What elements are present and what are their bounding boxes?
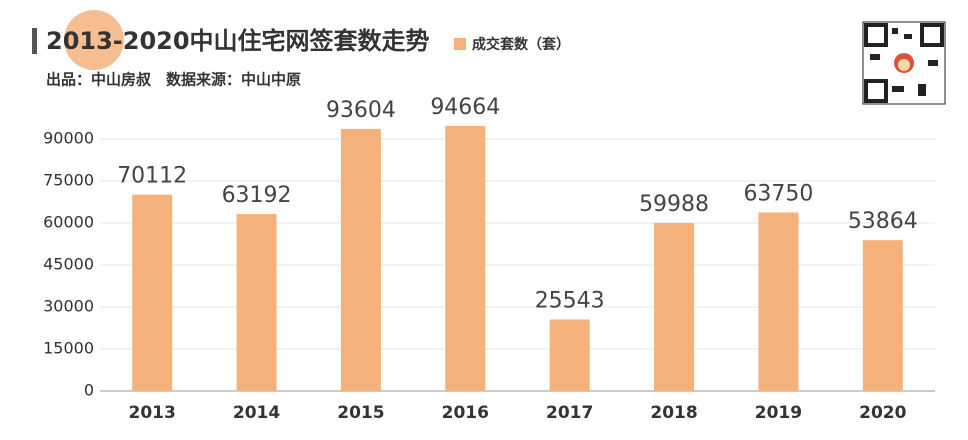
y-tick-label: 75000 (43, 171, 94, 190)
title-decoration (64, 10, 124, 70)
qr-code (862, 21, 946, 105)
y-tick-label: 90000 (43, 129, 94, 148)
bar (758, 212, 799, 391)
bar (132, 194, 173, 391)
title-bar (32, 28, 37, 54)
bar (549, 319, 590, 391)
value-label: 70112 (117, 164, 187, 189)
value-label: 63192 (222, 183, 292, 208)
x-tick-label: 2018 (650, 403, 697, 423)
legend-label: 成交套数（套） (472, 36, 570, 53)
x-tick-label: 2019 (755, 403, 802, 423)
value-label: 93604 (326, 98, 396, 123)
chart-title: 2013-2020中山住宅网签套数走势 (46, 27, 430, 55)
value-label: 59988 (639, 192, 709, 217)
bar (654, 223, 695, 391)
x-tick-label: 2017 (546, 403, 593, 423)
y-tick-label: 0 (84, 381, 94, 400)
bar (236, 214, 277, 391)
x-tick-label: 2015 (337, 403, 384, 423)
x-tick-label: 2013 (129, 403, 176, 423)
y-tick-label: 45000 (43, 255, 94, 274)
y-tick-label: 60000 (43, 213, 94, 232)
chart-subtitle: 出品：中山房叔 数据来源：中山中原 (46, 71, 301, 89)
x-tick-label: 2020 (859, 403, 906, 423)
y-tick-label: 15000 (43, 339, 94, 358)
value-label: 53864 (848, 209, 918, 234)
x-tick-label: 2016 (442, 403, 489, 423)
bar (340, 128, 381, 391)
bar (862, 240, 903, 391)
legend-swatch (454, 38, 466, 50)
y-tick-label: 30000 (43, 297, 94, 316)
value-label: 94664 (430, 95, 500, 120)
bar (445, 125, 486, 392)
x-tick-label: 2014 (233, 403, 280, 423)
value-label: 25543 (535, 288, 605, 313)
value-label: 63750 (743, 182, 813, 207)
